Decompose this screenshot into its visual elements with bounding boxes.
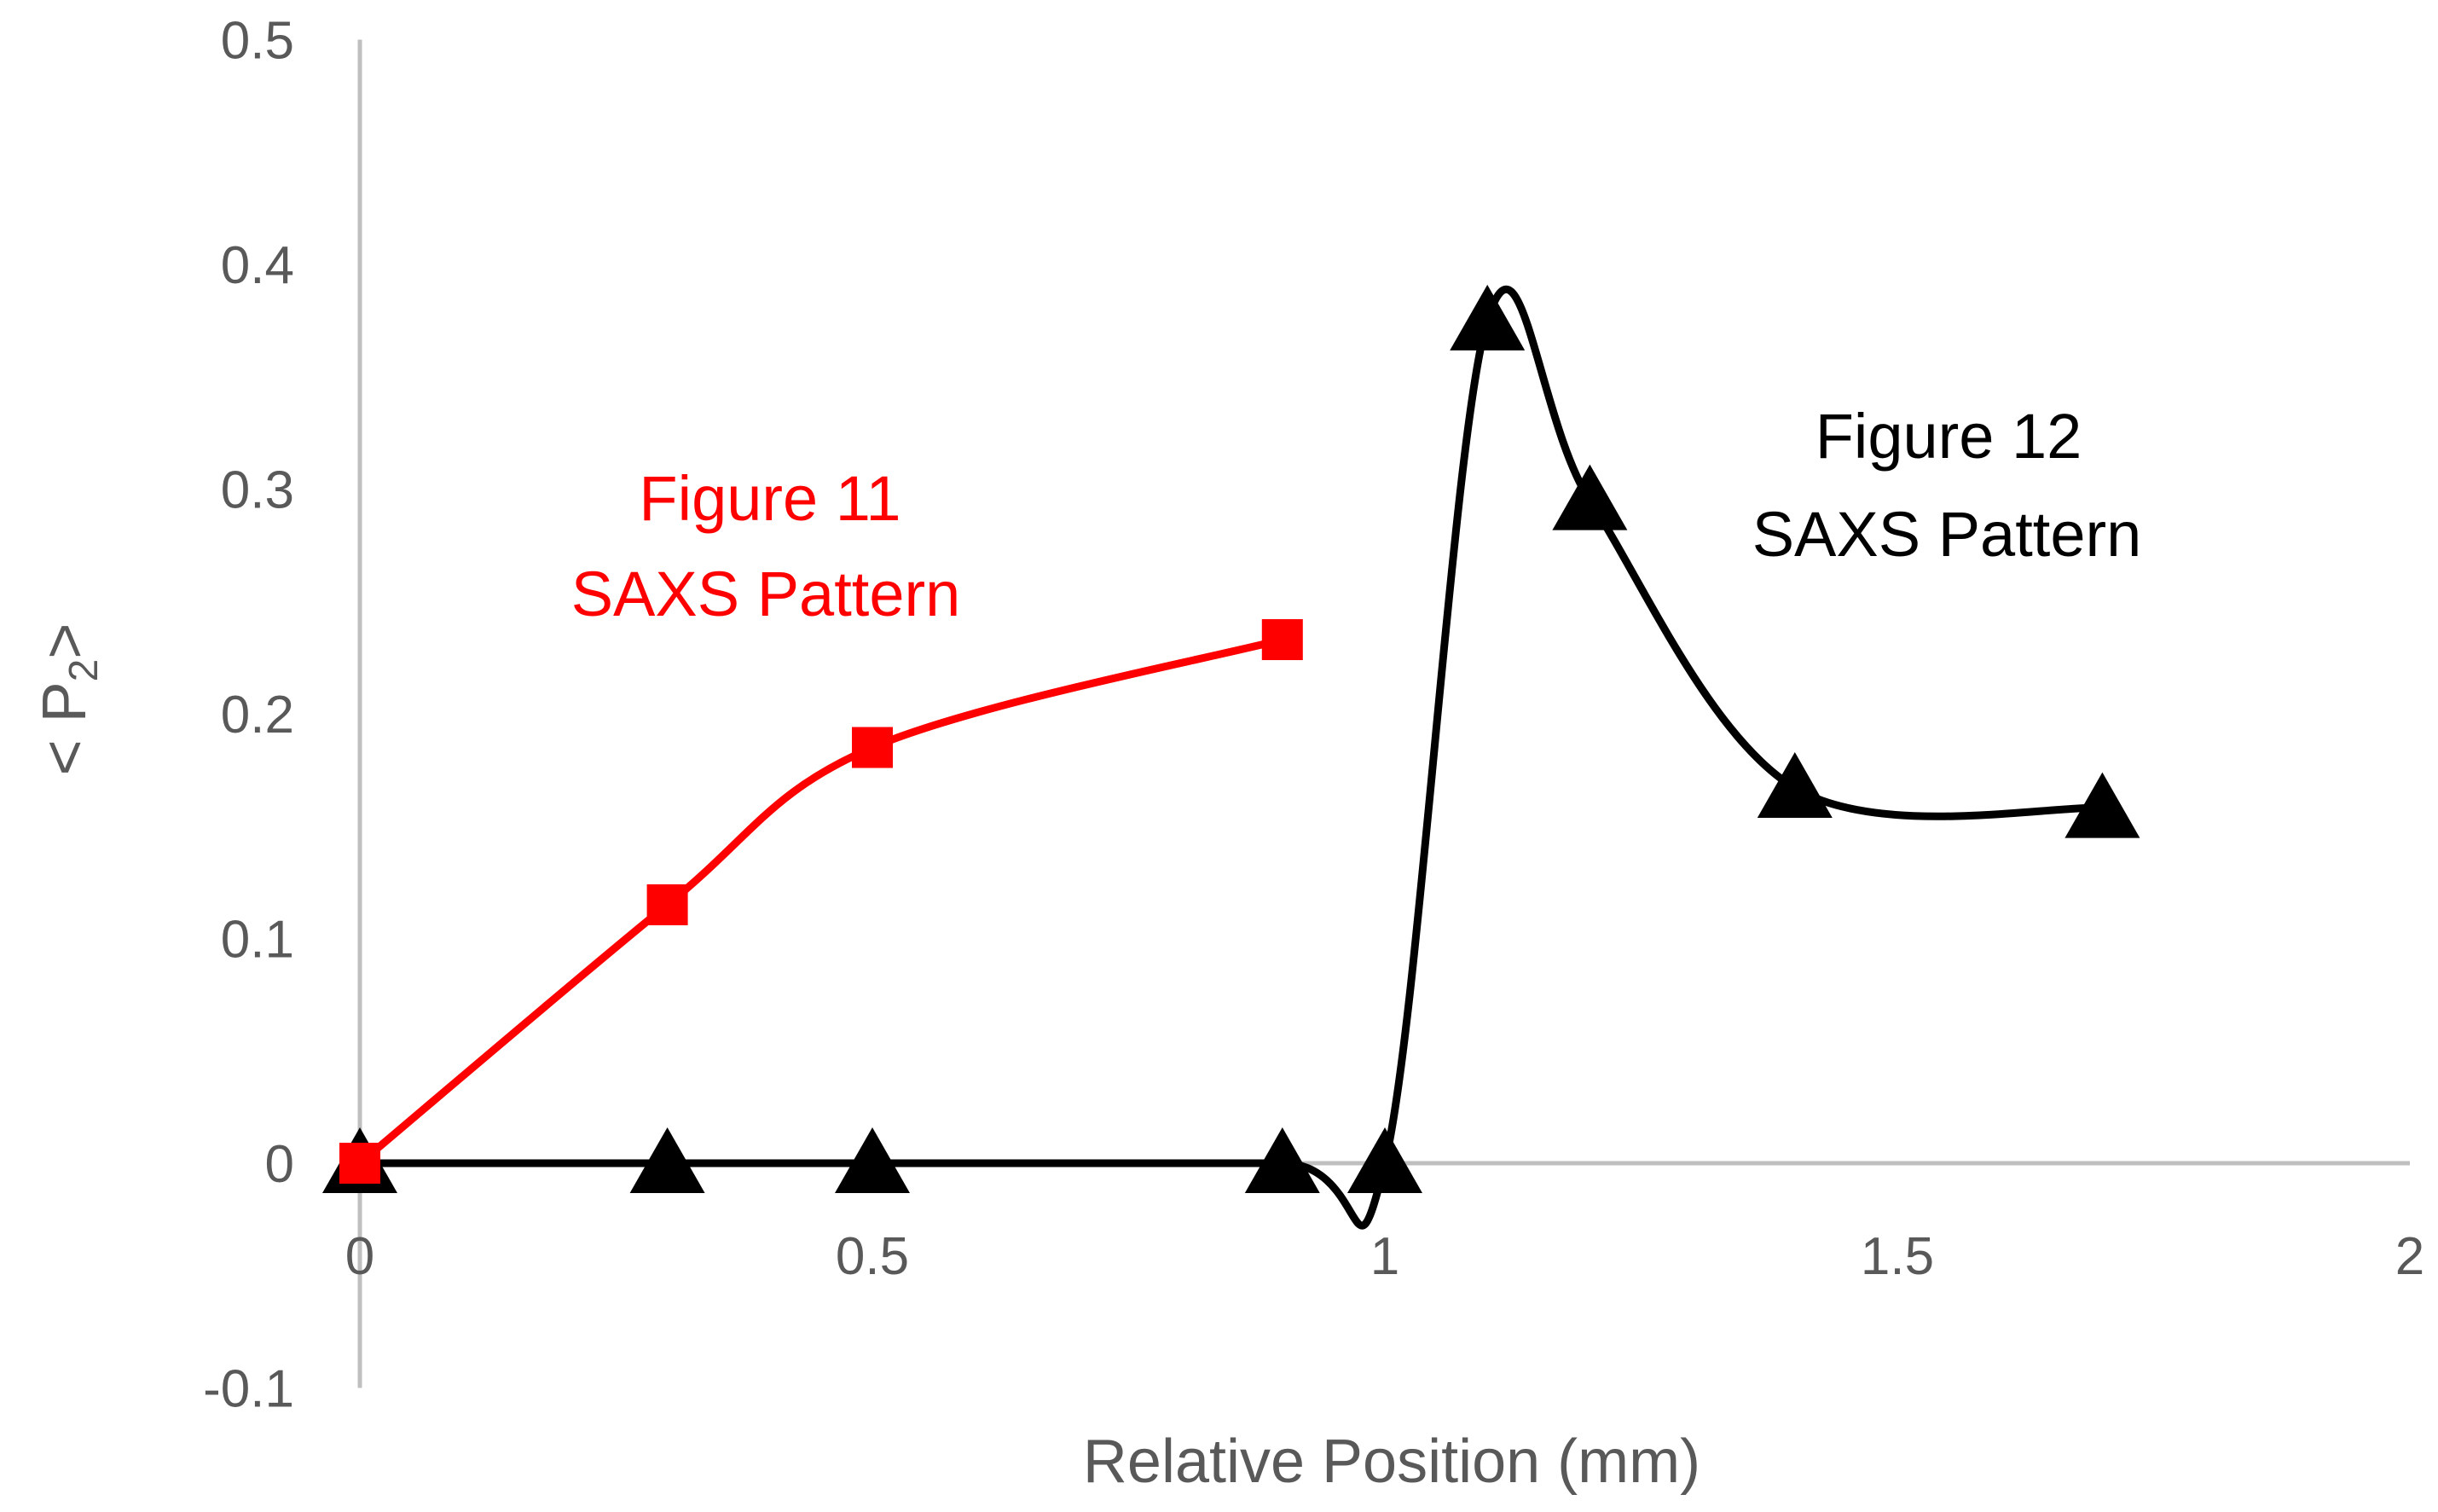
y-tick-label: 0.2 — [221, 686, 294, 744]
x-axis-label: Relative Position (mm) — [1083, 1428, 1700, 1496]
x-tick-labels: 0 0.5 1 1.5 2 — [345, 1227, 2424, 1286]
series-1-point — [835, 1127, 910, 1193]
annotation-fig11-line2: SAXS Pattern — [571, 559, 961, 629]
annotation-fig12-line2: SAXS Pattern — [1752, 499, 2142, 570]
x-tick-label: 1 — [1370, 1227, 1399, 1286]
annotation-figure-11: Figure 11 SAXS Pattern — [571, 463, 961, 629]
y-axis-label-end: > — [31, 623, 99, 659]
y-tick-label: 0.3 — [221, 461, 294, 520]
series-0-point — [1261, 619, 1303, 661]
series-0-point — [339, 1143, 380, 1184]
y-tick-label: 0.5 — [221, 12, 294, 71]
series-1-point — [1347, 1127, 1422, 1193]
series-0-line — [357, 635, 1283, 1167]
y-axis-label-main: < P — [31, 681, 99, 775]
x-tick-label: 2 — [2395, 1227, 2424, 1286]
y-tick-labels: 0.5 0.4 0.3 0.2 0.1 0 -0.1 — [203, 12, 294, 1419]
series-1-point — [1450, 284, 1526, 350]
y-axis-label-sub: 2 — [61, 659, 107, 682]
annotation-fig12-line1: Figure 12 — [1815, 401, 2082, 472]
y-axis-label: < P2> — [31, 623, 107, 776]
annotation-figure-12: Figure 12 SAXS Pattern — [1752, 401, 2142, 570]
series-0-point — [852, 727, 893, 768]
x-tick-label: 1.5 — [1861, 1227, 1934, 1286]
x-tick-label: 0.5 — [836, 1227, 909, 1286]
y-tick-label: 0.4 — [221, 236, 294, 295]
series-1-point — [1757, 751, 1833, 818]
series-1-point — [2064, 772, 2140, 838]
annotation-fig11-line1: Figure 11 — [639, 463, 900, 534]
y-tick-label: 0 — [265, 1135, 294, 1194]
series-1-point — [1552, 464, 1628, 530]
y-tick-label: -0.1 — [203, 1360, 294, 1419]
x-tick-label: 0 — [345, 1227, 374, 1286]
series-1-point — [1244, 1127, 1320, 1193]
series-markers — [322, 284, 2140, 1193]
series-0-point — [646, 883, 688, 925]
series-1-line — [359, 286, 2103, 1230]
series-1-point — [629, 1127, 705, 1193]
y-tick-label: 0.1 — [221, 911, 294, 970]
series-lines — [357, 286, 2103, 1230]
